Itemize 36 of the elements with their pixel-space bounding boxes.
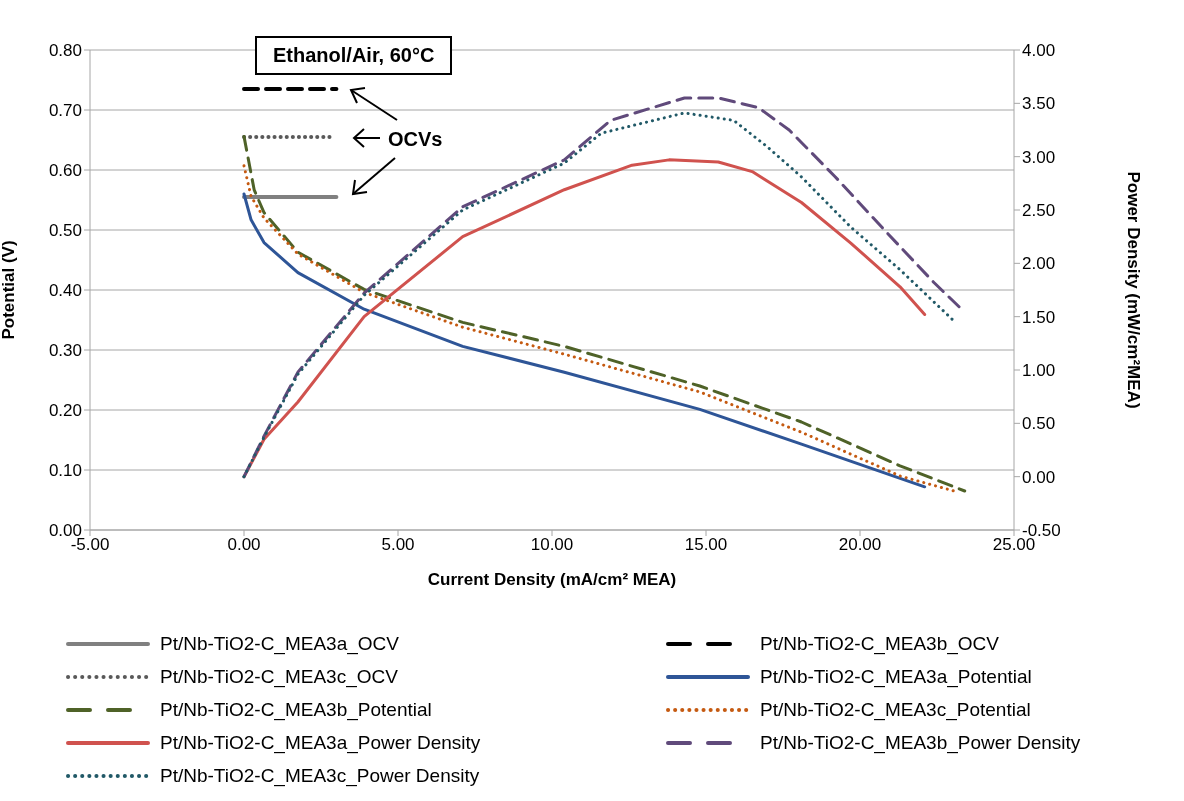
legend-label: Pt/Nb-TiO2-C_MEA3a_OCV: [160, 632, 399, 655]
legend-label: Pt/Nb-TiO2-C_MEA3b_Power Density: [760, 731, 1081, 754]
y2-tick-label: 1.00: [1022, 361, 1056, 381]
y-tick-label: 0.10: [48, 461, 82, 481]
y-tick-label: 0.60: [48, 161, 82, 181]
chart-title: Ethanol/Air, 60°C: [255, 36, 453, 75]
legend-label: Pt/Nb-TiO2-C_MEA3c_Power Density: [160, 764, 480, 787]
x-tick-label: 15.00: [684, 535, 728, 555]
y-tick-label: 0.80: [48, 41, 82, 61]
x-tick-label: 0.00: [227, 535, 261, 555]
x-tick-label: 5.00: [381, 535, 415, 555]
x-tick-label: 20.00: [838, 535, 882, 555]
annotation: OCVs: [388, 128, 443, 151]
legend-label: Pt/Nb-TiO2-C_MEA3b_OCV: [760, 632, 999, 655]
y-tick-label: 0.50: [48, 221, 82, 241]
x-tick-label: 10.00: [530, 535, 574, 555]
y2-tick-label: 4.00: [1022, 41, 1056, 61]
y-tick-label: 0.20: [48, 401, 82, 421]
x-axis-title: Current Density (mA/cm² MEA): [427, 570, 677, 589]
y2-tick-label: 2.50: [1022, 201, 1056, 221]
y2-tick-label: 3.50: [1022, 94, 1056, 114]
y2-tick-label: 2.00: [1022, 254, 1056, 274]
y-tick-label: 0.30: [48, 341, 82, 361]
legend-label: Pt/Nb-TiO2-C_MEA3c_OCV: [160, 665, 398, 688]
y2-tick-label: 0.00: [1022, 467, 1056, 487]
legend-label: Pt/Nb-TiO2-C_MEA3c_Potential: [760, 698, 1031, 721]
y2-tick-label: 1.50: [1022, 307, 1056, 327]
y2-axis-title: Power Density (mW/cm²MEA): [1123, 171, 1143, 409]
y2-tick-label: 0.50: [1022, 414, 1056, 434]
y-axis-title: Potential (V): [0, 240, 19, 340]
legend-label: Pt/Nb-TiO2-C_MEA3b_Potential: [160, 698, 432, 721]
y2-tick-label: 3.00: [1022, 147, 1056, 167]
y-tick-label: 0.70: [48, 101, 82, 121]
legend-label: Pt/Nb-TiO2-C_MEA3a_Power Density: [160, 731, 481, 754]
y-tick-label: 0.40: [48, 281, 82, 301]
legend-label: Pt/Nb-TiO2-C_MEA3a_Potential: [760, 665, 1032, 688]
